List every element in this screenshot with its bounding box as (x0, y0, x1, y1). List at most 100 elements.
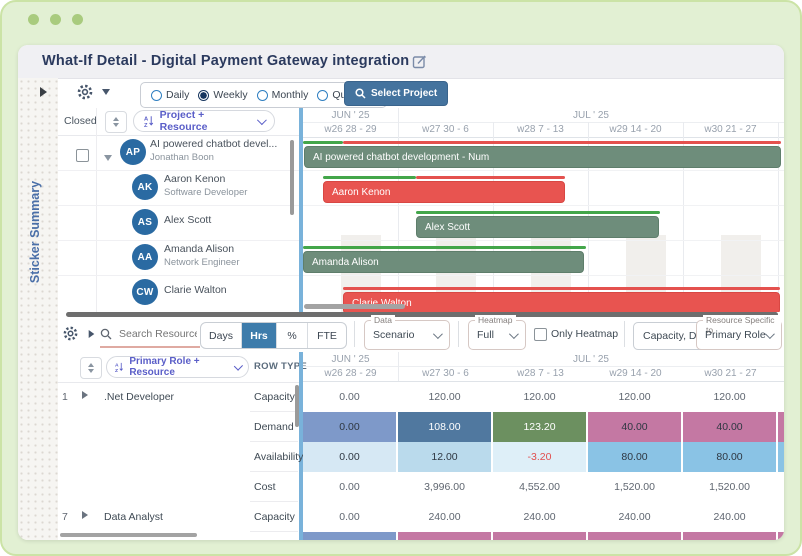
resource-row[interactable]: AK Aaron Kenon Software Developer (58, 170, 300, 205)
sort-order-button[interactable] (105, 111, 127, 133)
week-header: w27 30 - 6 (422, 124, 469, 135)
az-sort-icon: A Z (144, 116, 154, 127)
group-name[interactable]: Data Analyst (104, 511, 163, 523)
value-cell: 1,520.00 (683, 472, 778, 502)
expand-toolbar-icon[interactable] (88, 330, 95, 338)
value-cell: 240.00 (683, 502, 778, 532)
heatmap-horizontal-scrollbar[interactable] (60, 533, 197, 537)
gantt-bar-resource[interactable]: Clarie Walton (343, 292, 780, 312)
heatmap-select-label: Heatmap (475, 315, 516, 325)
unit-days[interactable]: Days (209, 329, 233, 342)
heatmap-cell[interactable] (493, 532, 588, 540)
row-type-label: Availability (254, 451, 304, 463)
heatmap-settings-gear-icon[interactable] (62, 325, 79, 342)
svg-text:A: A (115, 363, 119, 369)
gantt-settings-gear-icon[interactable] (76, 83, 94, 101)
resource-name: Aaron Kenon (164, 173, 226, 185)
month-header: JUL ' 25 (572, 354, 609, 365)
gantt-bar-resource[interactable]: Aaron Kenon (323, 181, 565, 203)
value-cell: 120.00 (683, 382, 778, 412)
tab-sticker-summary[interactable]: Sticker Summary (28, 180, 42, 284)
heatmap-cell[interactable] (303, 532, 398, 540)
column-divider (96, 108, 97, 312)
gantt-bar-resource[interactable]: Alex Scott (416, 216, 659, 238)
value-cell: 0.00 (303, 382, 398, 412)
split-scrollbar[interactable] (66, 312, 778, 317)
resource-name: Amanda Alison (164, 243, 235, 255)
select-project-button[interactable]: Select Project (344, 81, 449, 106)
radio-daily[interactable]: Daily (151, 89, 189, 101)
window-dot-2 (50, 14, 61, 25)
value-cell: 240.00 (398, 502, 493, 532)
data-scenario-select[interactable]: Data Scenario (364, 315, 450, 350)
radio-weekly[interactable]: Weekly (198, 89, 248, 101)
radio-quarterly-circle-icon (317, 89, 329, 101)
month-header: JUL ' 25 (572, 110, 609, 121)
resource-row[interactable]: AS Alex Scott (58, 205, 300, 240)
heatmap-grouping-dropdown[interactable]: A Z Primary Role + Resource (106, 356, 249, 378)
only-heatmap-checkbox[interactable] (534, 328, 547, 341)
sort-order-button[interactable] (80, 357, 102, 379)
chevron-down-icon (257, 114, 267, 125)
avatar: AA (132, 244, 158, 270)
page-title: What-If Detail - Digital Payment Gateway… (42, 53, 410, 69)
side-rail (18, 78, 58, 540)
heatmap-cell[interactable]: 80.00 (588, 442, 683, 472)
expand-group-icon[interactable] (82, 511, 88, 519)
resource-row[interactable]: AA Amanda Alison Network Engineer (58, 240, 300, 275)
heatmap-cell[interactable]: 0.00 (303, 412, 398, 442)
heatmap-cell[interactable] (683, 532, 778, 540)
settings-caret-icon[interactable] (102, 89, 110, 95)
gantt-bar-resource[interactable]: Amanda Alison (303, 251, 584, 273)
heatmap-cell[interactable] (778, 412, 784, 442)
heatmap-cell[interactable]: 80.00 (683, 442, 778, 472)
progress-line-ok (303, 246, 586, 249)
expand-group-icon[interactable] (82, 391, 88, 399)
progress-line-over (416, 176, 565, 179)
heatmap-cell[interactable]: 0.00 (303, 442, 398, 472)
heatmap-cell[interactable] (778, 532, 784, 540)
heatmap-vertical-scrollbar[interactable] (295, 385, 299, 427)
edit-icon[interactable] (412, 54, 427, 69)
cost-row: 0.00 3,996.00 4,552.00 1,520.00 1,520.00 (303, 472, 784, 502)
resource-row[interactable]: CW Clarie Walton (58, 275, 300, 310)
week-header: w27 30 - 6 (422, 368, 469, 379)
heatmap-cell[interactable] (588, 532, 683, 540)
heatmap-cell[interactable]: 40.00 (683, 412, 778, 442)
heatmap-cell[interactable]: 108.00 (398, 412, 493, 442)
heatmap-mode-select[interactable]: Heatmap Full (468, 315, 526, 350)
panel-divider[interactable] (299, 108, 303, 312)
radio-weekly-circle-icon (198, 89, 210, 101)
resource-list-scrollbar[interactable] (290, 140, 294, 215)
panel-divider[interactable] (299, 352, 303, 540)
value-cell: 120.00 (398, 382, 493, 412)
search-resource-input[interactable] (117, 327, 199, 341)
resource-specific-select[interactable]: Resource Specific to Primary Role (696, 315, 782, 350)
gantt-horizontal-scrollbar[interactable] (304, 304, 405, 309)
value-cell: 240.00 (493, 502, 588, 532)
gantt-bar-project[interactable]: AI powered chatbot development - Num (304, 146, 781, 168)
resource-row[interactable]: AP AI powered chatbot devel... Jonathan … (58, 135, 300, 170)
app-window: What-If Detail - Digital Payment Gateway… (18, 45, 784, 540)
heatmap-cell[interactable] (398, 532, 493, 540)
heatmap-cell[interactable] (778, 442, 784, 472)
heatmap-cell[interactable]: -3.20 (493, 442, 588, 472)
expand-panel-icon[interactable] (40, 87, 47, 97)
progress-line-over (343, 287, 780, 290)
grouping-dropdown[interactable]: A Z Project + Resource (133, 109, 275, 133)
value-cell: 0.00 (303, 502, 398, 532)
sort-down-icon (113, 123, 119, 127)
search-icon (100, 328, 112, 340)
group-name[interactable]: .Net Developer (104, 391, 175, 403)
heatmap-cell[interactable]: 40.00 (588, 412, 683, 442)
heatmap-cell[interactable]: 123.20 (493, 412, 588, 442)
radio-monthly[interactable]: Monthly (256, 89, 308, 101)
row-checkbox[interactable] (76, 149, 89, 162)
unit-percent[interactable]: % (276, 323, 307, 348)
unit-fte[interactable]: FTE (307, 323, 346, 348)
collapse-caret-icon[interactable] (104, 155, 112, 161)
heatmap-cell[interactable]: 12.00 (398, 442, 493, 472)
unit-hrs[interactable]: Hrs (241, 323, 276, 348)
avatar: AS (132, 209, 158, 235)
sort-up-icon (88, 363, 94, 367)
